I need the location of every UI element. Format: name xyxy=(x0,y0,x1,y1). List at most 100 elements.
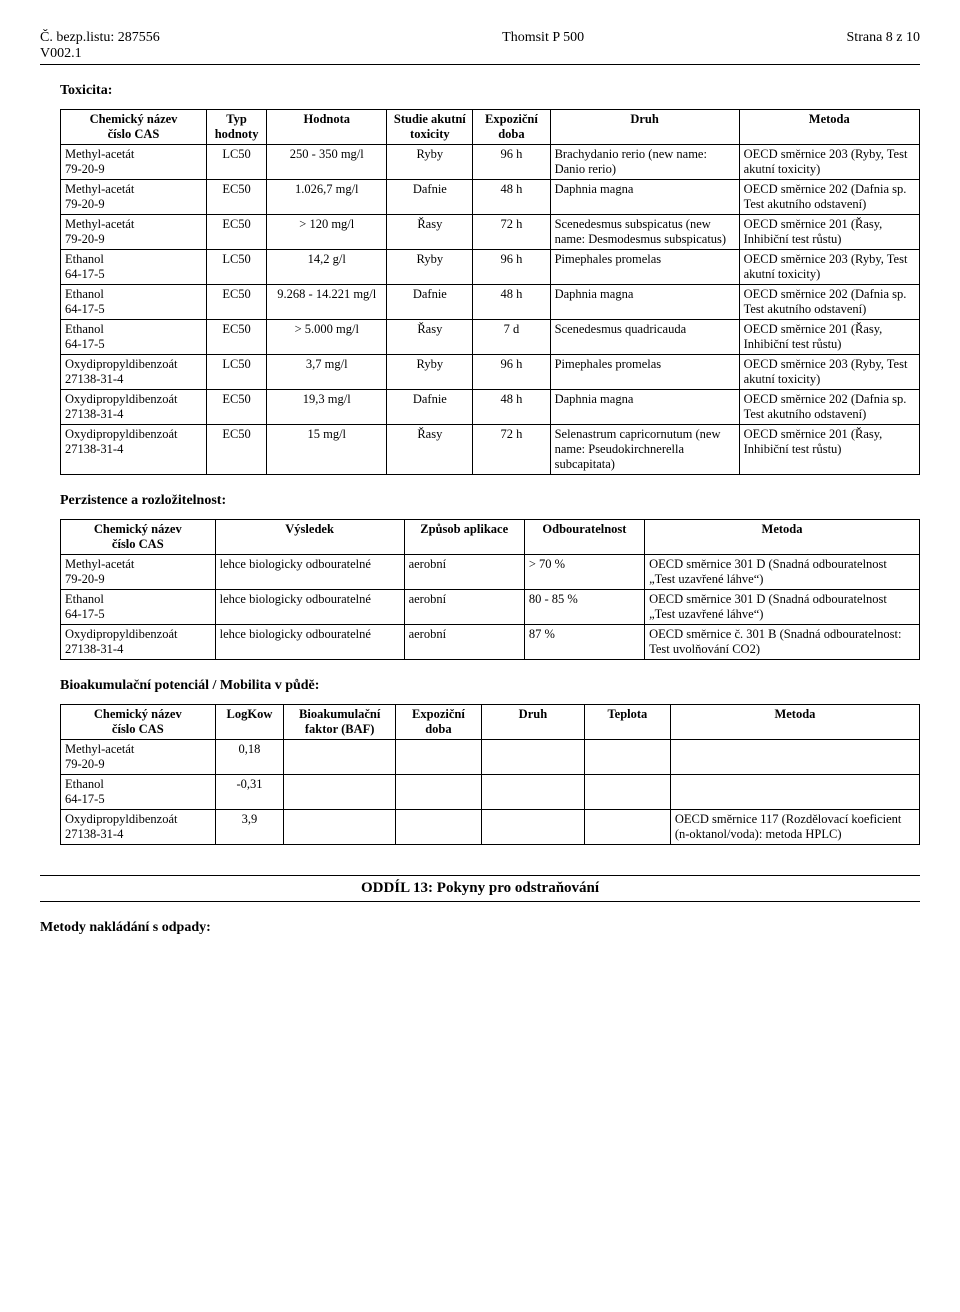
table-header: Expoziční doba xyxy=(395,705,481,740)
table-cell: 250 - 350 mg/l xyxy=(267,145,387,180)
table-cell: aerobní xyxy=(404,625,524,660)
header-product: Thomsit P 500 xyxy=(160,30,847,62)
table-cell: OECD směrnice 201 (Řasy, Inhibiční test … xyxy=(739,425,919,475)
table-cell: EC50 xyxy=(207,215,267,250)
table-cell: Scenedesmus subspicatus (new name: Desmo… xyxy=(550,215,739,250)
table-cell: > 5.000 mg/l xyxy=(267,320,387,355)
table-cell: Oxydipropyldibenzoát27138-31-4 xyxy=(61,355,207,390)
bioaccumulation-title: Bioakumulační potenciál / Mobilita v půd… xyxy=(60,678,920,694)
table-cell: 15 mg/l xyxy=(267,425,387,475)
table-cell: Ethanol64-17-5 xyxy=(61,250,207,285)
table-cell: 19,3 mg/l xyxy=(267,390,387,425)
table-cell: OECD směrnice 202 (Dafnia sp. Test akutn… xyxy=(739,180,919,215)
table-header: Chemický názevčíslo CAS xyxy=(61,520,216,555)
table-cell: lehce biologicky odbouratelné xyxy=(215,625,404,660)
toxicity-title: Toxicita: xyxy=(60,83,920,99)
table-cell: Brachydanio rerio (new name: Danio rerio… xyxy=(550,145,739,180)
table-cell xyxy=(284,740,396,775)
table-header: Odbouratelnost xyxy=(524,520,644,555)
table-cell: LC50 xyxy=(207,145,267,180)
table-cell: 1.026,7 mg/l xyxy=(267,180,387,215)
table-cell: Ryby xyxy=(387,355,473,390)
header-page: Strana 8 z 10 xyxy=(847,30,920,62)
table-cell: Scenedesmus quadricauda xyxy=(550,320,739,355)
table-cell: 9.268 - 14.221 mg/l xyxy=(267,285,387,320)
persistence-table: Chemický názevčíslo CASVýsledekZpůsob ap… xyxy=(60,519,920,660)
table-header: Teplota xyxy=(584,705,670,740)
table-row: Oxydipropyldibenzoát27138-31-43,9OECD sm… xyxy=(61,810,920,845)
table-cell: Ryby xyxy=(387,250,473,285)
waste-methods-title: Metody nakládání s odpady: xyxy=(40,920,920,936)
table-header: Bioakumulační faktor (BAF) xyxy=(284,705,396,740)
table-cell: OECD směrnice 117 (Rozdělovací koeficien… xyxy=(670,810,919,845)
bioaccumulation-table: Chemický názevčíslo CASLogKowBioakumulač… xyxy=(60,704,920,845)
table-header: Expoziční doba xyxy=(473,110,550,145)
table-row: Ethanol64-17-5-0,31 xyxy=(61,775,920,810)
table-cell: 96 h xyxy=(473,145,550,180)
toxicity-table: Chemický názevčíslo CASTyp hodnotyHodnot… xyxy=(60,109,920,475)
table-cell: 96 h xyxy=(473,355,550,390)
table-cell: Methyl-acetát79-20-9 xyxy=(61,180,207,215)
table-row: Methyl-acetát79-20-90,18 xyxy=(61,740,920,775)
table-row: Ethanol64-17-5LC5014,2 g/lRyby96 hPimeph… xyxy=(61,250,920,285)
table-row: Oxydipropyldibenzoát27138-31-4LC503,7 mg… xyxy=(61,355,920,390)
table-header: Chemický názevčíslo CAS xyxy=(61,110,207,145)
table-header: Metoda xyxy=(739,110,919,145)
table-cell: OECD směrnice 201 (Řasy, Inhibiční test … xyxy=(739,215,919,250)
table-cell: 7 d xyxy=(473,320,550,355)
table-cell: 0,18 xyxy=(215,740,284,775)
table-cell xyxy=(284,810,396,845)
table-cell xyxy=(395,775,481,810)
table-cell: Daphnia magna xyxy=(550,180,739,215)
table-cell xyxy=(284,775,396,810)
header-divider xyxy=(40,64,920,65)
persistence-title: Perzistence a rozložitelnost: xyxy=(60,493,920,509)
table-cell: 14,2 g/l xyxy=(267,250,387,285)
table-cell xyxy=(584,810,670,845)
table-cell: 72 h xyxy=(473,215,550,250)
table-cell: 48 h xyxy=(473,180,550,215)
table-cell: Ethanol64-17-5 xyxy=(61,320,207,355)
table-cell: Methyl-acetát79-20-9 xyxy=(61,215,207,250)
table-header: Druh xyxy=(550,110,739,145)
table-row: Ethanol64-17-5EC509.268 - 14.221 mg/lDaf… xyxy=(61,285,920,320)
table-cell xyxy=(395,810,481,845)
table-cell: lehce biologicky odbouratelné xyxy=(215,555,404,590)
table-header: LogKow xyxy=(215,705,284,740)
table-header: Hodnota xyxy=(267,110,387,145)
version: V002.1 xyxy=(40,46,82,61)
table-cell: Oxydipropyldibenzoát27138-31-4 xyxy=(61,810,216,845)
table-cell: lehce biologicky odbouratelné xyxy=(215,590,404,625)
table-cell xyxy=(395,740,481,775)
table-row: Oxydipropyldibenzoát27138-31-4EC5015 mg/… xyxy=(61,425,920,475)
table-cell: > 70 % xyxy=(524,555,644,590)
table-cell: Oxydipropyldibenzoát27138-31-4 xyxy=(61,390,207,425)
table-cell: Řasy xyxy=(387,425,473,475)
table-cell: 87 % xyxy=(524,625,644,660)
table-cell: aerobní xyxy=(404,590,524,625)
table-cell xyxy=(481,810,584,845)
page-header: Č. bezp.listu: 287556 V002.1 Thomsit P 5… xyxy=(40,30,920,62)
table-cell: OECD směrnice 301 D (Snadná odbouratelno… xyxy=(645,555,920,590)
table-cell: 48 h xyxy=(473,390,550,425)
table-cell: -0,31 xyxy=(215,775,284,810)
table-cell xyxy=(481,775,584,810)
table-cell: Řasy xyxy=(387,215,473,250)
table-cell: Methyl-acetát79-20-9 xyxy=(61,145,207,180)
table-cell: 96 h xyxy=(473,250,550,285)
section-13-header: ODDÍL 13: Pokyny pro odstraňování xyxy=(40,875,920,902)
table-header: Metoda xyxy=(670,705,919,740)
table-cell xyxy=(670,775,919,810)
table-cell: 48 h xyxy=(473,285,550,320)
table-cell: Pimephales promelas xyxy=(550,355,739,390)
table-cell: OECD směrnice 202 (Dafnia sp. Test akutn… xyxy=(739,390,919,425)
table-cell: EC50 xyxy=(207,425,267,475)
table-cell: Dafnie xyxy=(387,390,473,425)
table-cell: OECD směrnice 203 (Ryby, Test akutní tox… xyxy=(739,355,919,390)
table-cell: Oxydipropyldibenzoát27138-31-4 xyxy=(61,425,207,475)
table-cell: OECD směrnice 203 (Ryby, Test akutní tox… xyxy=(739,250,919,285)
table-cell: Dafnie xyxy=(387,180,473,215)
table-cell: LC50 xyxy=(207,250,267,285)
table-cell: OECD směrnice 203 (Ryby, Test akutní tox… xyxy=(739,145,919,180)
table-cell: Daphnia magna xyxy=(550,390,739,425)
